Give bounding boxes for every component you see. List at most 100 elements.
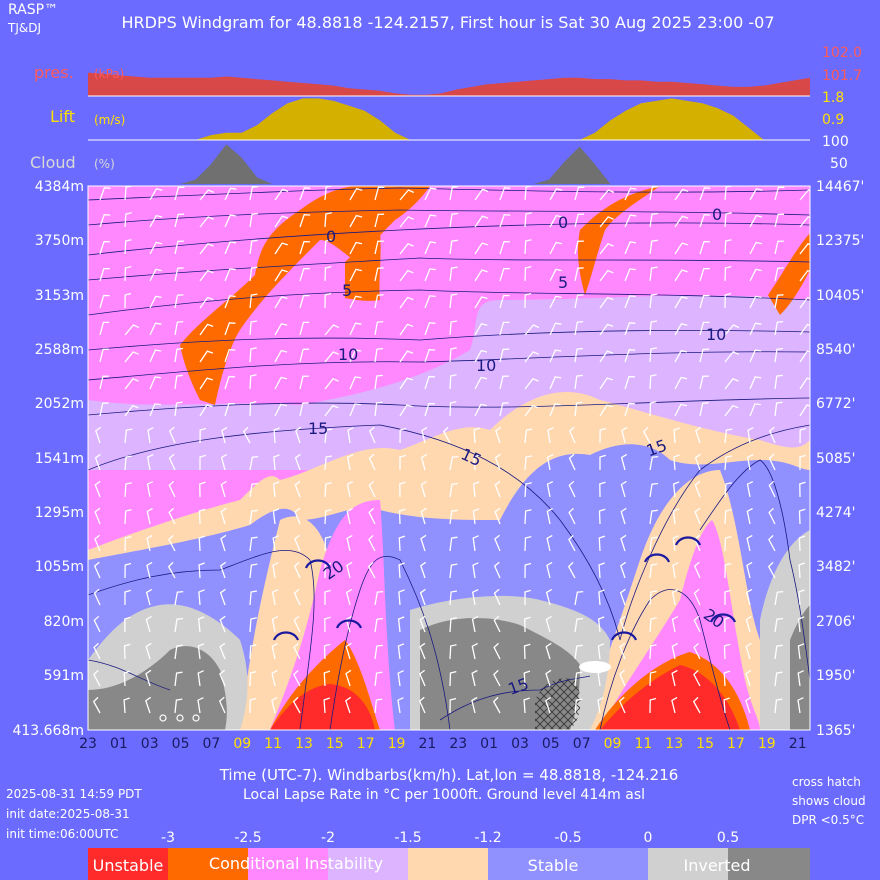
inverted-dark-1 [88,646,227,730]
x-tick: 17 [727,736,745,752]
wind-barb [699,267,710,282]
wind-barb [149,322,162,336]
wind-barb [692,696,701,714]
wind-barb [597,670,604,687]
wind-barb [272,508,280,525]
wind-barb [746,481,754,498]
wind-barb [599,377,613,390]
wind-barb [397,697,404,714]
wind-barb [349,376,362,390]
wind-barb [99,294,110,309]
wind-barb [399,377,413,390]
wind-barb [219,588,226,606]
x-tick: 19 [388,736,406,752]
wind-barb [649,374,657,390]
surface-marker [176,714,184,722]
wind-barb [649,644,657,660]
wind-barb [799,216,810,228]
wind-barb [471,589,479,606]
wind-barb [774,401,783,417]
wind-barb [745,642,752,660]
wind-barb [799,189,810,201]
wind-barb [94,453,101,471]
wind-barb [249,455,259,471]
wind-barb [546,534,553,552]
isotherm-label: 0 [558,213,568,232]
wind-barb [768,534,776,552]
x-tick: 01 [110,736,128,752]
wind-barb [124,616,131,633]
wind-barb [146,454,154,471]
wind-barb [145,696,152,714]
wind-barb [198,562,205,579]
lapse-rate-heatmap: 0 0 0 5 5 10 10 10 15 15 15 15 20 20 [88,186,810,730]
wind-barb [124,482,132,498]
wind-barb [649,186,659,201]
wind-barb [324,428,333,444]
x-tick: 09 [233,736,251,752]
wind-barb [599,427,607,444]
wind-barb [249,400,257,417]
wind-barb [123,670,131,687]
wind-barb [449,400,457,417]
wind-barb [146,534,153,552]
wind-barb [168,426,176,444]
wind-barb [774,267,784,282]
wind-barb [797,670,804,687]
legend-swatch-unstable [88,848,168,880]
thermal-arcs [272,536,737,641]
wind-barb [324,239,332,255]
lift-area [88,98,810,140]
wind-barb [424,402,435,417]
wind-barb [745,696,752,714]
wind-barb [299,348,310,363]
wind-barb [549,349,562,363]
wind-barb [724,616,731,633]
wind-barb [545,588,553,606]
wind-barb [649,212,659,228]
wind-barb [524,589,531,605]
wind-barb [597,616,605,633]
wind-barb [324,404,339,417]
wind-barb [524,404,539,417]
wind-barb [123,643,131,660]
wind-barb [574,347,584,363]
wind-barb [547,427,554,444]
wind-barb [273,454,280,471]
thermal-arc [335,619,363,629]
wind-barb [620,534,627,552]
wind-barb [574,644,583,660]
wind-barb [219,642,226,660]
wind-barb [424,322,436,336]
wind-barb [174,186,185,201]
wind-barb [797,697,804,714]
wind-barb [146,481,154,498]
wind-barb [546,454,554,471]
wind-barb [368,507,376,525]
y-right-tick: 4274' [816,505,855,521]
wind-barb [649,293,658,309]
wind-barb [474,269,488,282]
wind-barb [798,589,805,606]
init-time-label: init time:06:00UTC [6,827,118,841]
wind-barb [424,349,436,363]
wind-barb [99,321,110,336]
wind-barb [124,589,131,605]
y-left-tick: 591m [44,668,84,684]
wind-barb [493,669,501,687]
wind-barb [524,351,539,363]
wind-barb [299,267,310,282]
wind-barb [149,376,162,390]
wind-barb [774,240,784,255]
legend-label-conditional: Conditional Instability [209,854,383,873]
wind-barb [449,617,457,633]
wind-barb [449,374,457,390]
wind-barb [599,481,606,498]
wind-barb [174,374,183,390]
wind-barb [449,482,459,498]
wind-barb [574,401,583,417]
contour-line [88,659,171,691]
wind-barb [724,212,732,228]
wind-barb [499,267,510,282]
x-tick: 13 [295,736,313,752]
